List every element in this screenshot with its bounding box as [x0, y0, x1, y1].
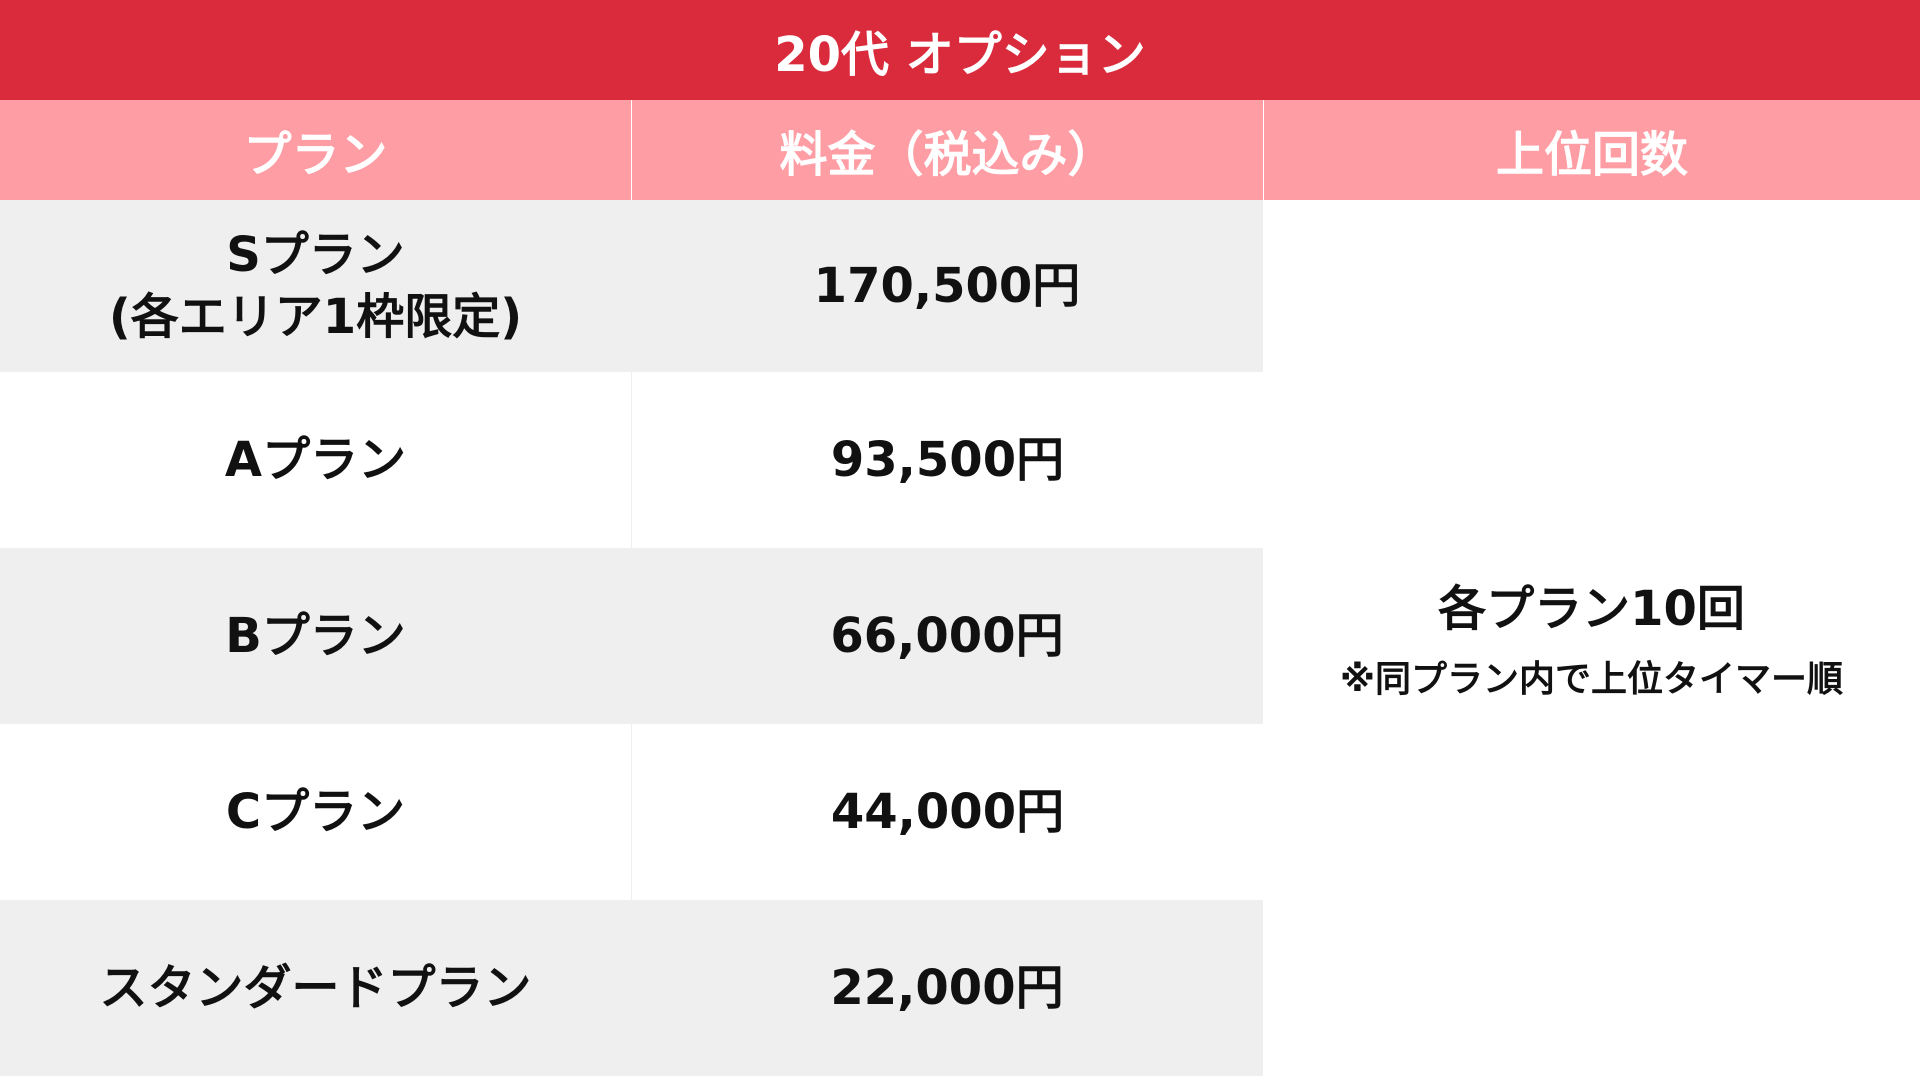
- table-row: Bプラン 66,000円: [0, 548, 1263, 724]
- header-plan: プラン: [0, 100, 631, 200]
- price-cell: 93,500円: [631, 372, 1263, 548]
- price-cell: 44,000円: [631, 724, 1263, 900]
- table-row: Aプラン 93,500円: [0, 372, 1263, 548]
- plan-cell: Cプラン: [0, 724, 631, 900]
- rank-cell: 各プラン10回 ※同プラン内で上位タイマー順: [1263, 200, 1920, 1080]
- plan-cell: Aプラン: [0, 372, 631, 548]
- rank-note: ※同プラン内で上位タイマー順: [1340, 659, 1843, 701]
- table-title: 20代 オプション: [0, 0, 1920, 100]
- price-cell: 170,500円: [631, 200, 1263, 372]
- header-price: 料金（税込み）: [631, 100, 1263, 200]
- header-rank: 上位回数: [1263, 100, 1920, 200]
- rank-count: 各プラン10回: [1438, 580, 1745, 637]
- plan-cell: スタンダードプラン: [0, 900, 631, 1076]
- plan-name: Sプラン: [226, 226, 405, 283]
- plan-note: (各エリア1枠限定): [108, 289, 523, 345]
- table-row: スタンダードプラン 22,000円: [0, 900, 1263, 1076]
- header-row: プラン 料金（税込み） 上位回数: [0, 100, 1920, 200]
- plan-cell: Sプラン (各エリア1枠限定): [0, 200, 631, 372]
- price-cell: 66,000円: [631, 548, 1263, 724]
- plan-cell: Bプラン: [0, 548, 631, 724]
- price-cell: 22,000円: [631, 900, 1263, 1076]
- table-row: Sプラン (各エリア1枠限定) 170,500円: [0, 200, 1263, 372]
- table-row: Cプラン 44,000円: [0, 724, 1263, 900]
- table-body: Sプラン (各エリア1枠限定) 170,500円 Aプラン 93,500円 Bプ…: [0, 200, 1263, 1076]
